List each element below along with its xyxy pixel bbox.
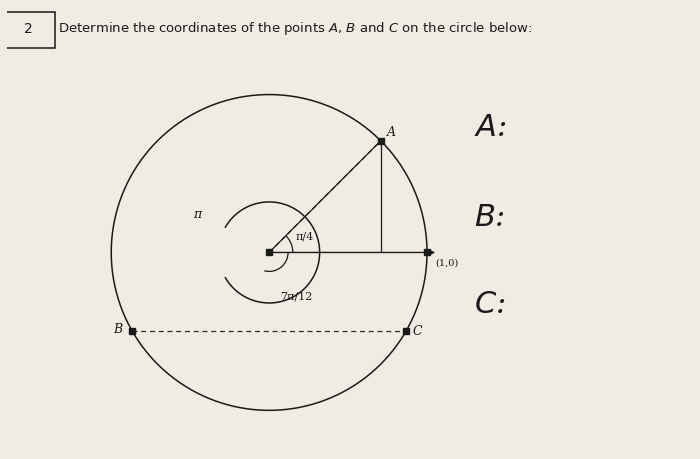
- Text: B: B: [113, 323, 122, 336]
- Text: Determine the coordinates of the points $A$, $B$ and $C$ on the circle below:: Determine the coordinates of the points …: [58, 20, 532, 37]
- FancyBboxPatch shape: [4, 11, 55, 48]
- Text: $C$:: $C$:: [473, 289, 505, 320]
- Text: C: C: [412, 325, 422, 337]
- Text: 2: 2: [25, 22, 33, 36]
- Text: A: A: [387, 126, 396, 139]
- Text: π/4: π/4: [296, 232, 314, 242]
- Text: $B$:: $B$:: [473, 202, 505, 233]
- Text: (1,0): (1,0): [435, 258, 458, 267]
- Text: $A$:: $A$:: [473, 112, 506, 143]
- Text: 7π/12: 7π/12: [280, 292, 313, 302]
- Text: π: π: [193, 208, 202, 221]
